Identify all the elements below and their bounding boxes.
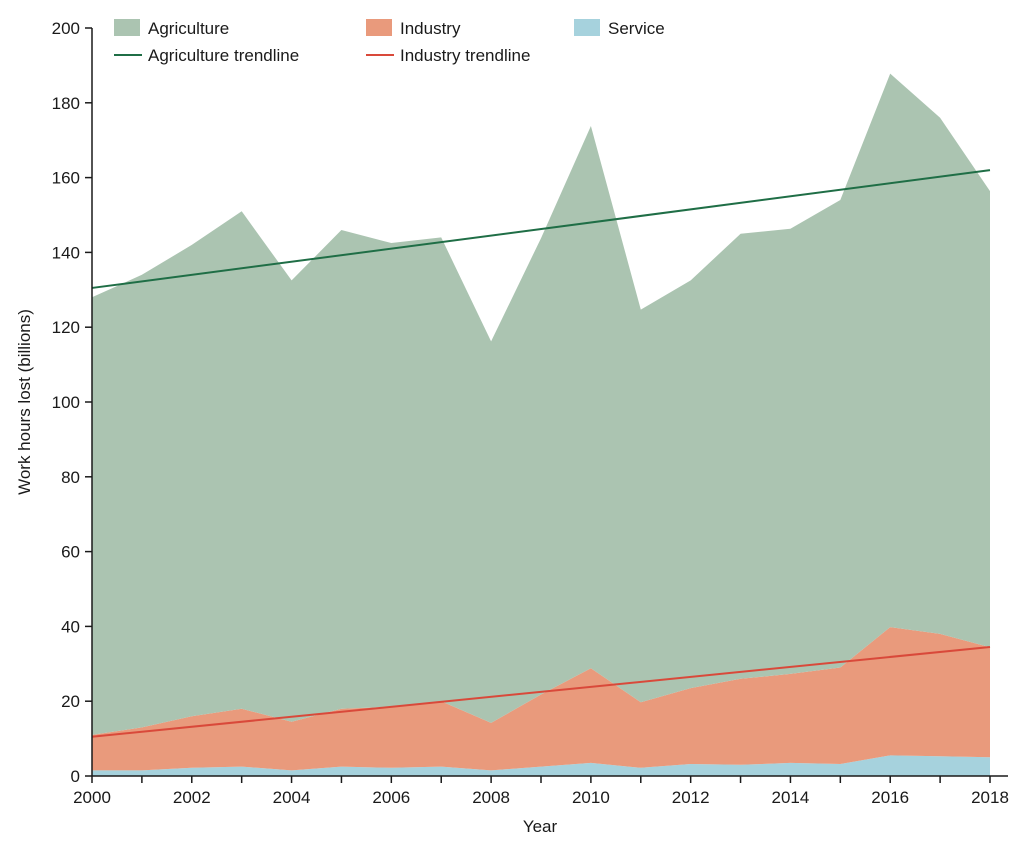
y-tick-label: 160 <box>52 169 80 188</box>
agriculture-trendline <box>91 169 991 289</box>
industry-trendline <box>91 645 991 738</box>
x-ticks: 2000 2002 2004 2006 2008 2010 2012 2014 2016 2018 <box>73 776 1009 807</box>
legend-swatch <box>366 19 392 36</box>
legend-item-agriculture: Agriculture <box>114 19 229 38</box>
legend-swatch <box>574 19 600 36</box>
area-layer <box>92 73 990 776</box>
y-tick-label: 40 <box>61 617 80 636</box>
x-tick-label: 2008 <box>472 788 510 807</box>
y-ticks: 0 20 40 60 80 100 120 140 160 180 200 <box>52 19 92 786</box>
y-tick-label: 140 <box>52 243 80 262</box>
x-tick-label: 2006 <box>372 788 410 807</box>
y-tick-label: 20 <box>61 692 80 711</box>
area-industry <box>92 627 990 771</box>
legend-label: Agriculture trendline <box>148 46 299 65</box>
y-tick-label: 100 <box>52 393 80 412</box>
legend-item-agriculture-trendline: Agriculture trendline <box>114 46 299 65</box>
y-tick-label: 0 <box>71 767 80 786</box>
legend: Agriculture Industry Service Agriculture tr… <box>114 19 665 65</box>
legend-label: Industry trendline <box>400 46 530 65</box>
legend-item-industry-trendline: Industry trendline <box>366 46 530 65</box>
x-tick-label: 2010 <box>572 788 610 807</box>
y-tick-label: 180 <box>52 94 80 113</box>
area-service <box>92 755 990 776</box>
x-axis-title: Year <box>523 817 558 836</box>
y-tick-label: 120 <box>52 318 80 337</box>
y-tick-label: 200 <box>52 19 80 38</box>
legend-item-industry: Industry <box>366 19 461 38</box>
x-tick-label: 2002 <box>173 788 211 807</box>
y-tick-label: 80 <box>61 468 80 487</box>
x-tick-label: 2000 <box>73 788 111 807</box>
legend-label: Service <box>608 19 665 38</box>
x-tick-label: 2014 <box>772 788 810 807</box>
legend-label: Agriculture <box>148 19 229 38</box>
area-agriculture <box>92 73 990 735</box>
legend-swatch <box>114 19 140 36</box>
y-axis-title: Work hours lost (billions) <box>15 309 34 495</box>
x-tick-label: 2004 <box>273 788 311 807</box>
trendline-layer <box>91 169 991 738</box>
legend-label: Industry <box>400 19 461 38</box>
legend-item-service: Service <box>574 19 665 38</box>
x-tick-label: 2018 <box>971 788 1009 807</box>
y-tick-label: 60 <box>61 543 80 562</box>
x-tick-label: 2016 <box>871 788 909 807</box>
x-tick-label: 2012 <box>672 788 710 807</box>
